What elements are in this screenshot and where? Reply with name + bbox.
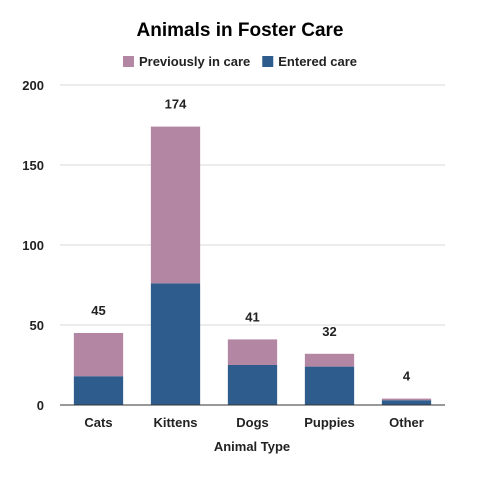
y-tick-label: 200 (22, 78, 44, 93)
gridlines (60, 84, 445, 326)
bar-cats-entered-care (73, 376, 124, 405)
bar-puppies-previously-in-care (304, 353, 355, 367)
x-tick-label: Cats (84, 415, 112, 430)
bars (73, 126, 432, 405)
bar-other-entered-care (381, 400, 432, 405)
x-axis-ticks: Cats Kittens Dogs Puppies Other (84, 415, 423, 430)
data-label-total: 4 (403, 369, 411, 384)
data-label-total: 41 (245, 309, 259, 324)
bar-dogs-previously-in-care (227, 339, 278, 365)
data-label-total: 174 (165, 97, 187, 112)
y-axis-ticks: 0 50 100 150 200 (22, 78, 44, 413)
x-axis-title: Animal Type (214, 439, 290, 454)
chart-title: Animals in Foster Care (137, 20, 344, 41)
bar-kittens-previously-in-care (150, 126, 201, 284)
legend-swatch-entered-care (262, 56, 274, 67)
x-tick-label: Kittens (153, 415, 197, 430)
bar-other-previously-in-care (381, 398, 432, 401)
bar-dogs-entered-care (227, 365, 278, 405)
x-tick-label: Dogs (236, 415, 269, 430)
data-labels: 45 174 41 32 4 (91, 97, 411, 384)
legend-label: Entered care (278, 54, 357, 69)
y-tick-label: 100 (22, 238, 44, 253)
bar-cats-previously-in-care (73, 333, 124, 377)
y-tick-label: 50 (30, 318, 44, 333)
legend-label: Previously in care (139, 54, 250, 69)
x-tick-label: Puppies (304, 415, 355, 430)
x-tick-label: Other (389, 415, 424, 430)
data-label-total: 32 (322, 324, 336, 339)
y-tick-label: 0 (37, 398, 44, 413)
y-tick-label: 150 (22, 158, 44, 173)
data-label-total: 45 (91, 303, 105, 318)
bar-puppies-entered-care (304, 366, 355, 405)
bar-kittens-entered-care (150, 283, 201, 405)
legend-swatch-previously-in-care (122, 56, 134, 67)
legend: Previously in care Entered care (122, 54, 357, 69)
